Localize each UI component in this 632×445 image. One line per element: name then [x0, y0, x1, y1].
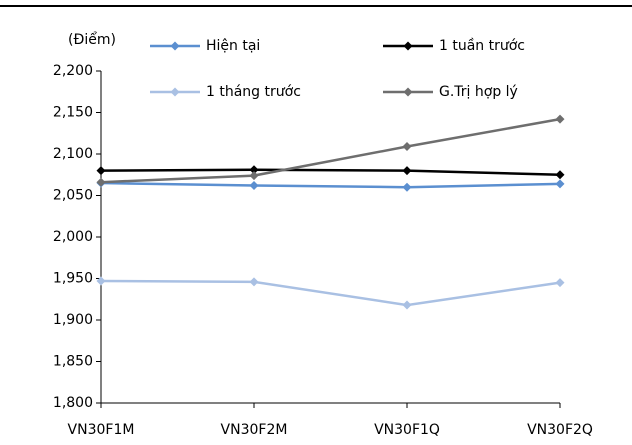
y-tick-label: 2,100	[53, 146, 93, 162]
y-axis-label: (Điểm)	[68, 31, 116, 48]
data-point	[555, 170, 565, 180]
legend-marker	[170, 41, 180, 51]
data-point	[249, 171, 259, 181]
x-tick-label: VN30F2M	[221, 422, 288, 438]
y-tick-label: 1,850	[53, 354, 93, 370]
x-tick-label: VN30F1Q	[374, 422, 440, 438]
legend-marker	[403, 41, 413, 51]
x-tick-label: VN30F2Q	[527, 422, 593, 438]
data-point	[555, 114, 565, 124]
y-tick-label: 1,950	[53, 271, 93, 287]
data-point	[402, 166, 412, 176]
data-point	[402, 142, 412, 152]
legend-label: G.Trị hợp lý	[439, 84, 518, 100]
data-point	[96, 166, 106, 176]
legend-label: 1 tháng trước	[206, 84, 301, 100]
data-point	[249, 277, 259, 287]
data-point	[96, 276, 106, 286]
data-point	[96, 177, 106, 187]
y-tick-label: 2,150	[53, 105, 93, 121]
data-point	[249, 181, 259, 191]
data-point	[555, 179, 565, 189]
series-line	[100, 117, 561, 184]
y-tick-label: 1,800	[53, 395, 93, 411]
legend-label: 1 tuần trước	[439, 38, 525, 54]
series-line	[100, 279, 561, 307]
data-point	[555, 278, 565, 288]
y-tick-label: 1,900	[53, 312, 93, 328]
data-point	[402, 300, 412, 310]
legend-marker	[403, 87, 413, 97]
x-tick-label: VN30F1M	[68, 422, 135, 438]
legend-label: Hiện tại	[206, 38, 260, 54]
data-point	[249, 165, 259, 175]
y-tick-label: 2,200	[53, 63, 93, 79]
series-line	[100, 168, 561, 176]
y-tick-label: 2,000	[53, 229, 93, 245]
data-point	[402, 182, 412, 192]
y-tick-label: 2,050	[53, 188, 93, 204]
legend-marker	[170, 87, 180, 97]
series-line	[100, 181, 561, 189]
